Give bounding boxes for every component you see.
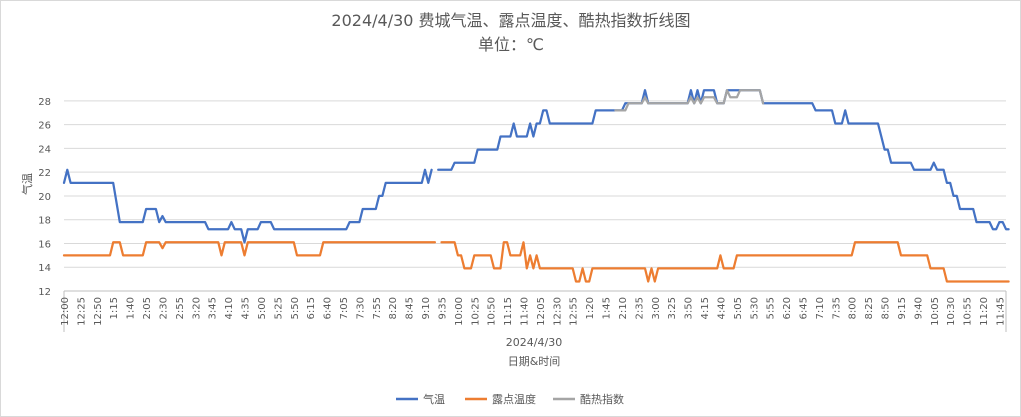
x-tick-label: 10:55 — [963, 297, 974, 326]
x-tick-label: 10:25 — [470, 297, 481, 326]
x-tick-label: 4:10 — [224, 297, 235, 319]
series-line — [62, 241, 437, 257]
x-tick-label: 3:00 — [651, 297, 662, 319]
y-tick-label: 22 — [38, 168, 51, 179]
x-tick-label: 9:35 — [437, 297, 448, 319]
y-tick-label: 16 — [38, 239, 51, 250]
x-tick-label: 7:05 — [339, 297, 350, 319]
x-tick-label: 10:00 — [454, 297, 465, 326]
x-tick-label: 9:40 — [913, 297, 924, 319]
x-tick-label: 8:45 — [405, 297, 416, 319]
x-tick-label: 12:25 — [76, 297, 87, 326]
x-tick-label: 5:25 — [273, 297, 284, 319]
x-tick-labels: 12:00 12:25 12:50 1:15 1:40 2:05 2:30 2:55 3:20 3… — [60, 297, 1006, 326]
y-tick-label: 14 — [38, 263, 51, 274]
x-axis-title: 日期&时间 — [508, 355, 561, 368]
legend: 气温 露点温度 酷热指数 — [396, 392, 624, 406]
x-tick-label: 12:30 — [552, 297, 563, 326]
x-tick-label: 8:25 — [864, 297, 875, 319]
x-tick-label: 5:30 — [749, 297, 760, 319]
y-axis-title: 气温 — [20, 173, 34, 195]
x-tick-label: 10:05 — [930, 297, 941, 326]
x-tick-label: 1:20 — [585, 297, 596, 319]
x-tick-label: 2:10 — [618, 297, 629, 319]
x-tick-label: 10:50 — [487, 297, 498, 326]
chart-title: 2024/4/30 费城气温、露点温度、酷热指数折线图 — [331, 11, 690, 30]
x-tick-label: 11:45 — [995, 297, 1006, 326]
x-tick-label: 3:45 — [208, 297, 219, 319]
legend-label: 酷热指数 — [580, 392, 624, 406]
x-tick-label: 11:15 — [503, 297, 514, 326]
x-tick-label: 8:20 — [388, 297, 399, 319]
x-tick-label: 5:55 — [766, 297, 777, 319]
x-tick-label: 2:35 — [634, 297, 645, 319]
x-tick-label: 9:15 — [897, 297, 908, 319]
x-tick-label: 3:20 — [191, 297, 202, 319]
x-tick-label: 11:40 — [520, 297, 531, 326]
x-tick-label: 6:45 — [799, 297, 810, 319]
x-tick-label: 5:05 — [733, 297, 744, 319]
chart-subtitle: 单位：℃ — [478, 35, 544, 54]
x-tick-label: 9:10 — [421, 297, 432, 319]
y-tick-label: 18 — [38, 216, 51, 227]
x-tick-label: 6:20 — [782, 297, 793, 319]
x-tick-label: 4:40 — [716, 297, 727, 319]
x-tick-label: 5:50 — [290, 297, 301, 319]
x-tick-label: 5:00 — [257, 297, 268, 319]
x-tick-label: 11:20 — [979, 297, 990, 326]
x-tick-label: 6:15 — [306, 297, 317, 319]
x-tick-label: 10:30 — [946, 297, 957, 326]
y-tick-label: 28 — [38, 97, 51, 108]
x-tick-label: 6:40 — [323, 297, 334, 319]
x-tick-label: 1:40 — [126, 297, 137, 319]
x-tick-label: 4:15 — [700, 297, 711, 319]
x-tick-label: 2:55 — [175, 297, 186, 319]
y-tick-label: 12 — [38, 287, 51, 298]
y-tick-label: 24 — [38, 144, 51, 155]
x-tick-label: 3:50 — [684, 297, 695, 319]
x-tick-label: 12:50 — [93, 297, 104, 326]
x-tick-label: 12:55 — [569, 297, 580, 326]
x-tick-label: 1:15 — [109, 297, 120, 319]
series-line — [440, 241, 1010, 283]
y-tick-label: 20 — [38, 192, 51, 203]
series-line — [437, 89, 1010, 231]
x-tick-label: 7:30 — [355, 297, 366, 319]
x-tick-label: 8:50 — [881, 297, 892, 319]
x-tick-label: 12:00 — [60, 297, 71, 326]
x-axis — [63, 290, 1007, 332]
x-tick-label: 12:05 — [536, 297, 547, 326]
y-tick-label: 26 — [38, 121, 51, 132]
gridlines — [64, 100, 1006, 268]
x-tick-label: 7:10 — [815, 297, 826, 319]
legend-label: 露点温度 — [492, 392, 536, 406]
y-tick-labels: 12 14 16 18 20 22 24 26 28 — [38, 97, 51, 298]
x-tick-label: 4:35 — [241, 297, 252, 319]
series-lines — [62, 89, 1010, 283]
x-tick-label: 3:25 — [667, 297, 678, 319]
series-line — [62, 168, 433, 244]
x-tick-label: 7:35 — [831, 297, 842, 319]
series-line — [614, 89, 765, 112]
x-tick-label: 7:55 — [372, 297, 383, 319]
x-tick-label: 2:30 — [158, 297, 169, 319]
x-group-label: 2024/4/30 — [506, 336, 562, 349]
x-tick-label: 1:45 — [602, 297, 613, 319]
x-tick-label: 2:05 — [142, 297, 153, 319]
legend-label: 气温 — [423, 392, 445, 406]
x-tick-label: 8:00 — [848, 297, 859, 319]
